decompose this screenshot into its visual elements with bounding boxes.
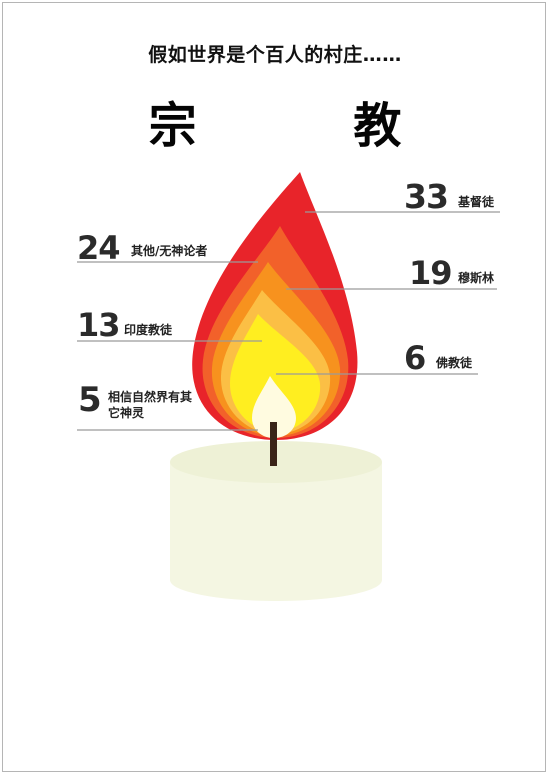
label-nature-spirits: 相信自然界有其它神灵 [108,390,193,421]
candle-bottom [170,559,382,601]
flame-core [252,376,296,438]
value-hindu: 13 [77,306,121,344]
label-other: 其他/无神论者 [131,244,208,258]
value-muslim: 19 [409,254,453,292]
leader-lines [77,211,500,431]
label-buddhist: 佛教徒 [436,356,473,370]
value-other: 24 [77,229,121,267]
flame-layer-5 [230,314,321,432]
section-heading: 宗 教 [148,98,472,154]
label-muslim: 穆斯林 [458,271,495,285]
page-title: 假如世界是个百人的村庄…… [148,44,402,66]
value-nature-spirits: 5 [78,380,102,420]
candle-wick [270,422,277,466]
value-christian: 33 [404,177,449,216]
label-christian: 基督徒 [458,195,495,209]
value-buddhist: 6 [404,339,426,377]
label-hindu: 印度教徒 [124,323,173,337]
